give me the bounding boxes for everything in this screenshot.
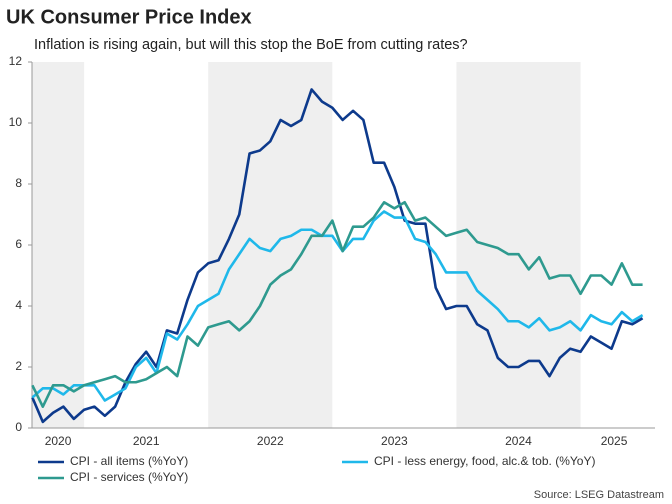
chart-subtitle: Inflation is rising again, but will this… xyxy=(34,37,468,53)
y-tick-label: 12 xyxy=(9,54,23,68)
legend-label: CPI - services (%YoY) xyxy=(70,470,188,484)
chart-title: UK Consumer Price Index xyxy=(6,6,252,28)
x-tick-label: 2020 xyxy=(45,434,72,448)
x-tick-label: 2023 xyxy=(381,434,408,448)
shaded-band xyxy=(456,62,581,428)
series-line xyxy=(31,88,644,424)
y-tick-label: 6 xyxy=(15,237,22,251)
y-tick-label: 4 xyxy=(15,298,22,312)
y-tick-label: 10 xyxy=(9,115,23,129)
series-line xyxy=(31,210,644,402)
legend-label: CPI - less energy, food, alc.& tob. (%Yo… xyxy=(374,454,595,468)
y-tick-label: 0 xyxy=(15,420,22,434)
source-note: Source: LSEG Datastream xyxy=(534,489,664,501)
x-tick-label: 2025 xyxy=(601,434,628,448)
y-tick-label: 2 xyxy=(15,359,22,373)
legend-label: CPI - all items (%YoY) xyxy=(70,454,188,468)
x-tick-label: 2022 xyxy=(257,434,284,448)
series-line xyxy=(31,201,643,408)
x-tick-label: 2024 xyxy=(505,434,532,448)
shaded-band xyxy=(32,62,85,428)
y-tick-label: 8 xyxy=(15,176,22,190)
x-tick-label: 2021 xyxy=(133,434,160,448)
shaded-band xyxy=(208,62,333,428)
